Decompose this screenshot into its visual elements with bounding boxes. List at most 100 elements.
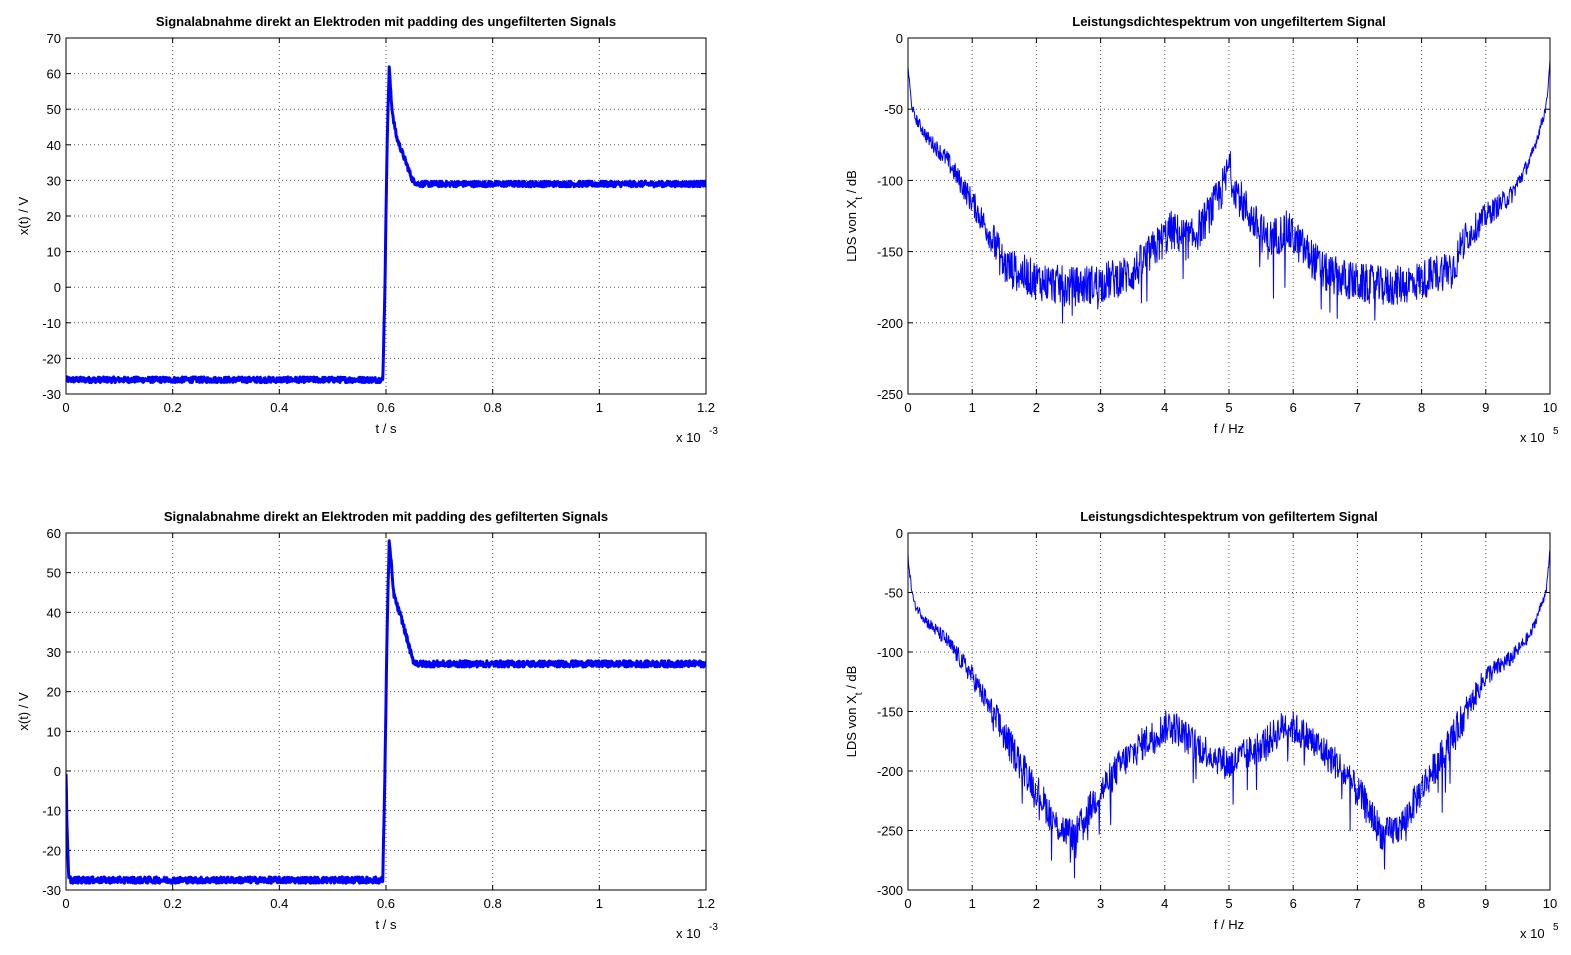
y-tick-label: 30 [47, 645, 61, 660]
series-line [66, 539, 706, 885]
y-tick-label: -100 [877, 173, 903, 188]
axes-frame [907, 532, 1551, 891]
y-tick-label: 40 [47, 605, 61, 620]
x-tick-label: 0 [904, 896, 911, 911]
x-tick-label: 0.8 [484, 400, 502, 415]
y-tick-label: 50 [47, 102, 61, 117]
x-tick-label: 0 [62, 400, 69, 415]
y-tick-label: 0 [896, 526, 903, 541]
x-axis-multiplier-exponent: 5 [1553, 922, 1559, 933]
x-tick-label: 6 [1290, 896, 1297, 911]
axes-frame [65, 37, 707, 395]
x-axis-multiplier: x 10 [1520, 926, 1545, 941]
y-tick-label: 30 [47, 173, 61, 188]
y-tick-label: -250 [877, 824, 903, 839]
x-tick-label: 7 [1354, 896, 1361, 911]
chart-p4: 0 1 2 3 4 5 6 7 8 9 10 -300 -250 -200 -150 -100 -50 0 Leis… [844, 509, 1559, 941]
y-tick-label: 60 [47, 526, 61, 541]
y-axis-label: x(t) / V [16, 197, 31, 236]
x-tick-label: 2 [1033, 896, 1040, 911]
y-tick-label: 10 [47, 724, 61, 739]
chart-title: Leistungsdichtespektrum von ungefilterte… [1072, 14, 1386, 29]
y-tick-label: -30 [42, 883, 61, 898]
y-tick-label: -10 [42, 804, 61, 819]
x-tick-label: 0.4 [270, 896, 288, 911]
x-axis-multiplier-exponent: 5 [1553, 426, 1559, 437]
x-tick-label: 3 [1097, 896, 1104, 911]
y-tick-label: -50 [884, 586, 903, 601]
x-axis-label: f / Hz [1214, 421, 1244, 436]
y-tick-label: 0 [54, 764, 61, 779]
chart-p2: 0 1 2 3 4 5 6 7 8 9 10 -250 -200 -150 -100 -50 0 Leistung… [844, 14, 1559, 445]
x-tick-label: 5 [1225, 896, 1232, 911]
y-tick-label: 20 [47, 209, 61, 224]
x-tick-label: 1 [596, 400, 603, 415]
x-axis-label: t / s [376, 917, 397, 932]
series-line [908, 59, 1550, 324]
x-axis-multiplier: x 10 [1520, 430, 1545, 445]
y-tick-label: 0 [896, 31, 903, 46]
x-axis-multiplier-exponent: -3 [709, 922, 718, 933]
grid [908, 38, 1550, 394]
y-tick-label: -100 [877, 645, 903, 660]
x-axis-label: t / s [376, 421, 397, 436]
x-tick-label: 5 [1225, 400, 1232, 415]
x-tick-label: 0 [904, 400, 911, 415]
y-tick-label: -20 [42, 351, 61, 366]
x-tick-label: 10 [1543, 896, 1557, 911]
y-tick-label: -150 [877, 705, 903, 720]
chart-title: Signalabnahme direkt an Elektroden mit p… [164, 509, 608, 524]
y-axis-label: LDS von Xt / dB [844, 170, 865, 262]
x-tick-label: 0.2 [164, 896, 182, 911]
y-tick-label: 60 [47, 67, 61, 82]
x-tick-label: 1 [969, 400, 976, 415]
x-tick-label: 1 [596, 896, 603, 911]
y-tick-label: 20 [47, 685, 61, 700]
x-tick-label: 7 [1354, 400, 1361, 415]
y-tick-label: 40 [47, 138, 61, 153]
x-tick-label: 0.4 [270, 400, 288, 415]
x-tick-label: 2 [1033, 400, 1040, 415]
chart-p3: 0 0.2 0.4 0.6 0.8 1 1.2 -30 -20 -10 0 10 20 30 40 50 60 S… [16, 509, 718, 941]
x-axis-multiplier-exponent: -3 [709, 426, 718, 437]
y-tick-label: -30 [42, 387, 61, 402]
x-tick-label: 0.6 [377, 896, 395, 911]
y-tick-label: -250 [877, 387, 903, 402]
y-tick-label: 0 [54, 280, 61, 295]
chart-title: Leistungsdichtespektrum von gefiltertem … [1080, 509, 1378, 524]
x-tick-label: 4 [1161, 896, 1168, 911]
y-tick-label: 10 [47, 245, 61, 260]
x-axis-multiplier: x 10 [676, 430, 701, 445]
x-tick-label: 1.2 [697, 400, 715, 415]
chart-p1: 0 0.2 0.4 0.6 0.8 1 1.2 -30 -20 -10 0 10 20 30 40 50 60 7… [16, 14, 718, 445]
x-tick-label: 1 [969, 896, 976, 911]
y-axis-label: x(t) / V [16, 692, 31, 731]
x-tick-label: 9 [1482, 896, 1489, 911]
x-tick-label: 0.6 [377, 400, 395, 415]
y-tick-label: -300 [877, 883, 903, 898]
y-tick-label: -200 [877, 764, 903, 779]
x-axis-label: f / Hz [1214, 917, 1244, 932]
y-tick-label: -200 [877, 316, 903, 331]
y-tick-label: 70 [47, 31, 61, 46]
x-tick-label: 10 [1543, 400, 1557, 415]
x-tick-label: 1.2 [697, 896, 715, 911]
x-tick-label: 0.2 [164, 400, 182, 415]
y-tick-label: 50 [47, 566, 61, 581]
x-tick-label: 9 [1482, 400, 1489, 415]
axes-frame [907, 37, 1551, 395]
x-tick-label: 0 [62, 896, 69, 911]
y-tick-label: -50 [884, 102, 903, 117]
y-tick-label: -10 [42, 316, 61, 331]
x-tick-label: 0.8 [484, 896, 502, 911]
axes-frame [65, 532, 707, 891]
y-tick-label: -150 [877, 245, 903, 260]
plot-area [908, 38, 1550, 394]
series-line [66, 65, 706, 385]
series-line [908, 549, 1550, 879]
y-tick-label: -20 [42, 843, 61, 858]
x-axis-multiplier: x 10 [676, 926, 701, 941]
x-tick-label: 8 [1418, 896, 1425, 911]
y-axis-label: LDS von Xt / dB [844, 666, 865, 758]
